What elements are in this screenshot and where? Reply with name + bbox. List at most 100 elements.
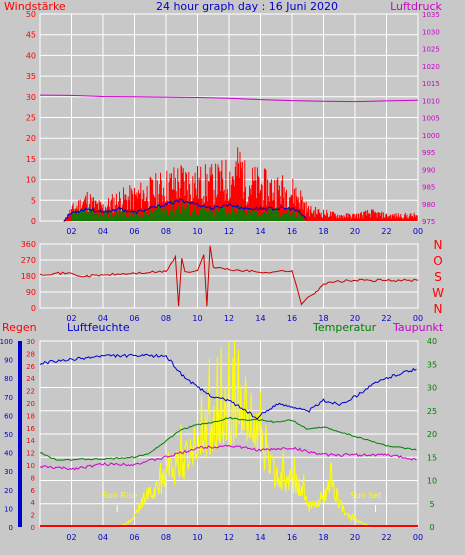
pressure-y-tick: 985 [422,184,435,192]
pressure-y-tick: 995 [422,149,435,157]
weather-x-tick: 12 [224,533,234,542]
humidity-y-tick: 30 [4,468,13,476]
direction-y-tick: 0 [31,304,36,313]
temperature-y-tick: 10 [427,477,437,486]
humidity-axis-title: Luftfeuchte [67,321,130,334]
rain-y-tick: 0 [31,524,35,532]
direction-x-tick: 14 [255,314,265,323]
compass-label: N [434,238,443,252]
humidity-y-tick: 20 [4,487,13,495]
weather-x-tick: 08 [161,533,171,542]
direction-x-tick: 02 [66,314,76,323]
wind-axis-title: Windstärke [4,0,66,13]
sunrise-label: Sun Rise [103,491,138,500]
temperature-y-tick: 40 [427,337,437,346]
pressure-y-tick: 1000 [422,132,440,140]
sunset-label: Sun Set [351,491,382,500]
weather-x-tick: 16 [287,533,297,542]
direction-x-tick: 20 [350,314,360,323]
wind-x-tick: 04 [98,227,108,236]
rain-y-tick: 4 [31,499,36,507]
wind-y-tick: 0 [31,217,36,226]
rain-axis-title: Regen [2,321,37,334]
humidity-y-tick: 0 [9,524,13,532]
wind-x-tick: 08 [161,227,171,236]
pressure-axis-title: Luftdruck [390,0,442,13]
rain-y-tick: 16 [26,425,35,433]
temperature-y-tick: 20 [427,430,437,439]
rain-y-tick: 22 [26,388,35,396]
humidity-y-tick: 70 [4,394,13,402]
chart-layer: 0510152025303540455097598098599099510001… [0,10,444,542]
rain-y-tick: 28 [26,350,35,358]
temperature-axis-title: Temperatur [312,321,377,334]
wind-y-tick: 25 [26,114,36,123]
wind-y-tick: 40 [26,51,36,60]
rain-y-tick: 12 [26,450,35,458]
humidity-axis-bar [18,341,22,527]
weather-x-tick: 22 [381,533,391,542]
pressure-y-tick: 1020 [422,63,440,71]
pressure-y-tick: 990 [422,166,435,174]
wind-direction-line [39,245,419,307]
humidity-y-tick: 100 [0,338,13,346]
wind-y-tick: 45 [26,31,36,40]
direction-x-tick: 08 [161,314,171,323]
humidity-y-tick: 10 [4,505,13,513]
humidity-y-tick: 60 [4,412,13,420]
wind-y-tick: 10 [26,176,36,185]
direction-y-tick: 180 [21,272,36,281]
rain-y-tick: 30 [26,338,35,346]
temperature-y-tick: 5 [429,500,434,509]
rain-y-tick: 18 [26,412,35,420]
wind-x-tick: 10 [192,227,202,236]
wind-x-tick: 20 [350,227,360,236]
rain-y-tick: 20 [26,400,35,408]
pressure-y-tick: 980 [422,201,435,209]
pressure-y-tick: 1025 [422,46,440,54]
direction-y-tick: 90 [26,288,36,297]
rain-y-tick: 6 [31,487,36,495]
dewpoint-axis-title: Taupunkt [392,321,444,334]
weather-x-tick: 10 [192,533,202,542]
rain-y-tick: 24 [26,375,35,383]
chart-title: 24 hour graph day : 16 Juni 2020 [156,0,338,13]
wind-y-tick: 20 [26,134,36,143]
wind-x-tick: 22 [381,227,391,236]
wind-y-tick: 30 [26,93,36,102]
direction-x-tick: 00 [413,314,423,323]
compass-label: O [433,254,442,268]
wind-x-tick: 00 [413,227,423,236]
direction-x-tick: 22 [381,314,391,323]
temperature-y-tick: 15 [427,453,437,462]
direction-x-tick: 04 [98,314,108,323]
pressure-y-tick: 1015 [422,80,440,88]
dewpoint-line [39,444,417,471]
humidity-y-tick: 90 [4,357,13,365]
wind-x-tick: 14 [255,227,265,236]
wind-x-tick: 16 [287,227,297,236]
humidity-y-tick: 50 [4,431,13,439]
wind-y-tick: 15 [26,155,36,164]
compass-label: W [432,286,444,300]
wind-x-tick: 02 [66,227,76,236]
humidity-y-tick: 80 [4,375,13,383]
weather-x-tick: 14 [255,533,265,542]
compass-label: N [434,302,443,316]
direction-x-tick: 12 [224,314,234,323]
direction-y-tick: 360 [21,240,36,249]
rain-y-tick: 14 [26,437,35,445]
humidity-y-tick: 40 [4,450,13,458]
wind-y-tick: 5 [31,196,36,205]
wind-y-tick: 50 [26,10,36,19]
wind-x-tick: 12 [224,227,234,236]
weather-x-tick: 02 [66,533,76,542]
pressure-y-tick: 1005 [422,115,440,123]
pressure-line [39,94,419,103]
wind-speed-bars [71,200,305,221]
rain-y-tick: 10 [26,462,35,470]
compass-label: S [434,270,442,284]
direction-x-tick: 10 [192,314,202,323]
weather-x-tick: 20 [350,533,360,542]
rain-y-tick: 2 [31,512,35,520]
